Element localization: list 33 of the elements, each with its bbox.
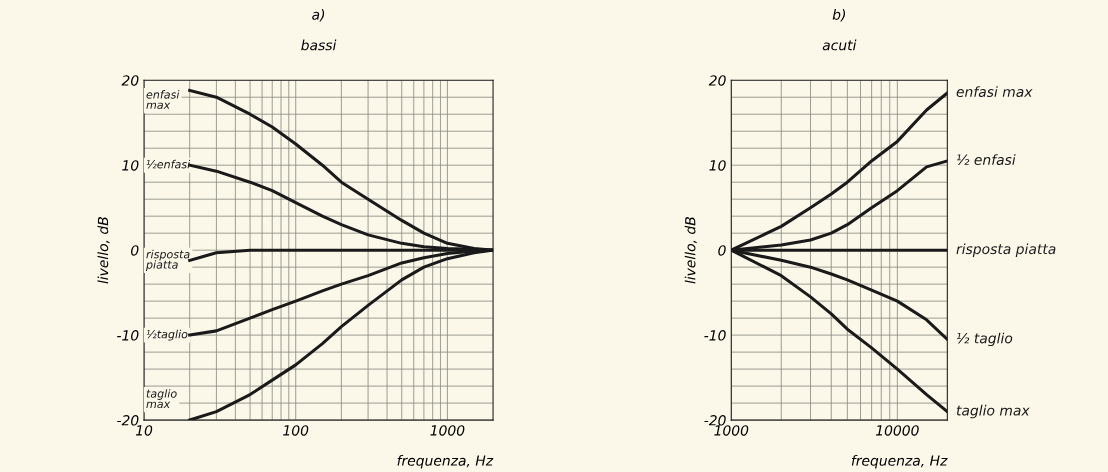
series-label: risposta piatta xyxy=(956,243,1056,257)
y-tick-label: -20 xyxy=(704,415,726,426)
x-axis-title: frequenza, Hz xyxy=(397,455,494,469)
series-label: ½ taglio xyxy=(956,332,1013,347)
series-label: ½taglio xyxy=(146,329,188,341)
chart-subtitle: bassi xyxy=(301,39,337,51)
series-label: taglio max xyxy=(956,404,1030,419)
x-tick-label: 10000 xyxy=(875,425,919,436)
series-label: risposta piatta xyxy=(145,249,190,271)
x-tick-label: 1000 xyxy=(430,425,465,436)
y-tick-label: 10 xyxy=(122,160,139,171)
chart-title: a) xyxy=(312,9,325,22)
x-tick-label: 100 xyxy=(283,425,309,436)
x-axis-title: frequenza, Hz xyxy=(851,455,948,469)
x-tick-label: 1000 xyxy=(714,425,749,436)
y-tick-label: -10 xyxy=(117,330,139,341)
series-label: taglio max xyxy=(146,389,177,409)
y-axis-title: livello, dB xyxy=(97,217,110,284)
chart-subtitle: acuti xyxy=(822,39,857,51)
y-tick-label: -10 xyxy=(704,330,726,341)
series-label: ½ enfasi xyxy=(956,154,1016,165)
series-label: enfasi max xyxy=(956,86,1033,98)
y-tick-label: 20 xyxy=(121,75,139,86)
y-tick-label: 20 xyxy=(708,75,726,86)
x-tick-label: 10 xyxy=(135,425,153,436)
y-tick-label: 0 xyxy=(131,245,139,256)
series-label: enfasi max xyxy=(146,90,180,110)
y-tick-label: 10 xyxy=(709,160,726,171)
y-axis-title: livello, dB xyxy=(684,217,697,284)
y-tick-label: -20 xyxy=(117,415,139,426)
y-tick-label: 0 xyxy=(718,245,726,256)
series-label: ½enfasi xyxy=(146,159,191,169)
chart-title: b) xyxy=(832,9,846,22)
